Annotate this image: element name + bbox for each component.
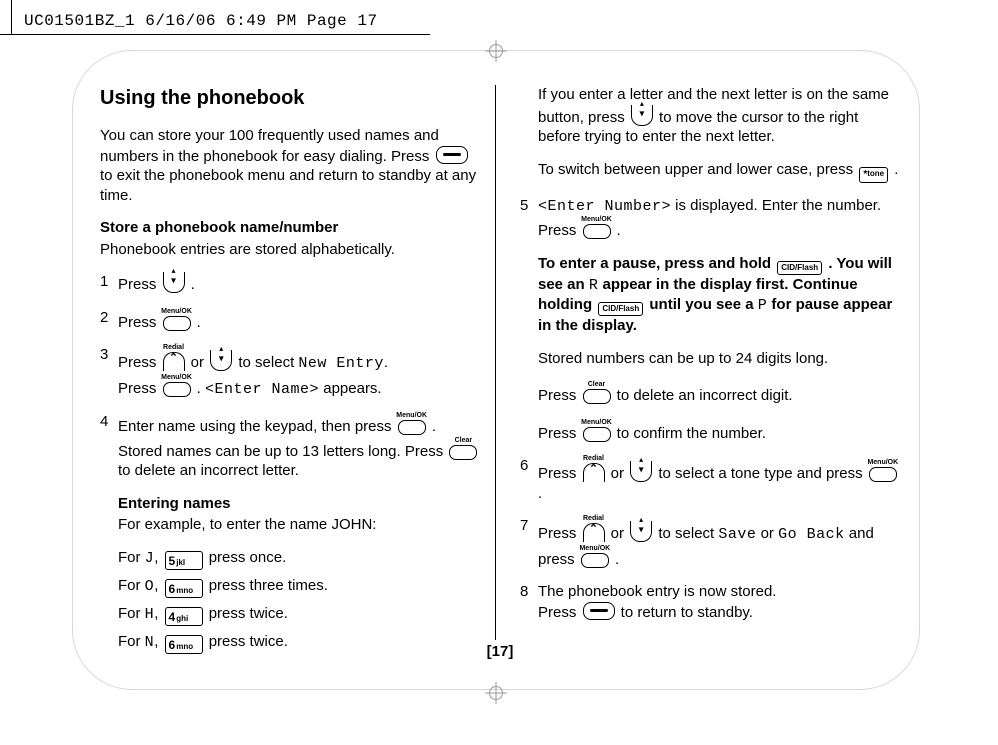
phone-key-icon bbox=[436, 146, 468, 164]
redial-key-icon: Redial bbox=[583, 516, 605, 542]
phone-key-icon bbox=[583, 602, 615, 620]
same-button-paragraph: If you enter a letter and the next lette… bbox=[538, 85, 900, 147]
intro-a: You can store your 100 frequently used n… bbox=[100, 127, 439, 165]
enter-name-text: <Enter Name> bbox=[205, 381, 319, 398]
menu-ok-key-icon: Menu/OK bbox=[163, 374, 191, 397]
save-text: Save bbox=[718, 526, 756, 543]
example-N: For N, 6mno press twice. bbox=[118, 632, 480, 654]
down-key-icon bbox=[630, 521, 652, 542]
left-column: Using the phonebook You can store your 1… bbox=[100, 85, 495, 640]
step-number: 7 bbox=[520, 516, 538, 569]
step-7: 7 Press Redial or to select Save or Go B… bbox=[520, 516, 900, 569]
step-number: 6 bbox=[520, 456, 538, 503]
crop-mark-top bbox=[0, 34, 430, 35]
s1-a: Press bbox=[118, 276, 161, 293]
step-4: 4 Enter name using the keypad, then pres… bbox=[100, 412, 480, 481]
cid-flash-key-icon: CID/Flash bbox=[598, 302, 643, 316]
step-3: 3 Press Redial or to select New Entry. P… bbox=[100, 345, 480, 399]
menu-ok-key-icon: Menu/OK bbox=[581, 545, 609, 568]
crop-header: UC01501BZ_1 6/16/06 6:49 PM Page 17 bbox=[24, 12, 378, 30]
example-H: For H, 4ghi press twice. bbox=[118, 604, 480, 626]
entering-heading: Entering names bbox=[118, 495, 231, 512]
registration-mark-top bbox=[485, 40, 507, 62]
down-key-icon bbox=[163, 272, 185, 293]
registration-mark-bottom bbox=[485, 682, 507, 704]
keypad-5-icon: 5jkl bbox=[165, 551, 203, 570]
cid-flash-key-icon: CID/Flash bbox=[777, 261, 822, 275]
entering-example: For example, to enter the name JOHN: bbox=[118, 515, 480, 535]
down-key-icon bbox=[630, 461, 652, 482]
crop-mark-left bbox=[11, 0, 12, 34]
step-number: 1 bbox=[100, 272, 118, 295]
confirm-number: Press Menu/OK to confirm the number. bbox=[538, 419, 900, 444]
step-6: 6 Press Redial or to select a tone type … bbox=[520, 456, 900, 503]
menu-ok-key-icon: Menu/OK bbox=[583, 419, 611, 442]
redial-key-icon: Redial bbox=[163, 345, 185, 371]
example-O: For O, 6mno press three times. bbox=[118, 576, 480, 598]
intro-b: to exit the phonebook menu and return to… bbox=[100, 167, 476, 204]
step-number: 3 bbox=[100, 345, 118, 399]
step-number: 4 bbox=[100, 412, 118, 481]
entering-names-block: Entering names For example, to enter the… bbox=[118, 494, 480, 654]
keypad-6-icon: 6mno bbox=[165, 635, 203, 654]
enter-number-text: <Enter Number> bbox=[538, 198, 671, 215]
step-number: 5 bbox=[520, 196, 538, 241]
redial-key-icon: Redial bbox=[583, 456, 605, 482]
down-key-icon bbox=[210, 350, 232, 371]
step-1: 1 Press . bbox=[100, 272, 480, 295]
clear-key-icon: Clear bbox=[449, 437, 477, 460]
menu-ok-key-icon: Menu/OK bbox=[163, 308, 191, 331]
right-column: If you enter a letter and the next lette… bbox=[496, 85, 900, 640]
step-number: 2 bbox=[100, 308, 118, 333]
store-sub: Phonebook entries are stored alphabetica… bbox=[100, 240, 480, 260]
menu-ok-key-icon: Menu/OK bbox=[398, 412, 426, 435]
down-key-icon bbox=[631, 105, 653, 126]
step-2: 2 Press Menu/OK . bbox=[100, 308, 480, 333]
clear-key-icon: Clear bbox=[583, 381, 611, 404]
step-8: 8 The phonebook entry is now stored. Pre… bbox=[520, 582, 900, 622]
intro-paragraph: You can store your 100 frequently used n… bbox=[100, 126, 480, 205]
step-5: 5 <Enter Number> is displayed. Enter the… bbox=[520, 196, 900, 241]
keypad-6-icon: 6mno bbox=[165, 579, 203, 598]
menu-ok-key-icon: Menu/OK bbox=[583, 216, 611, 239]
stored-24: Stored numbers can be up to 24 digits lo… bbox=[538, 349, 900, 369]
s2-a: Press bbox=[118, 314, 161, 331]
new-entry-text: New Entry bbox=[298, 355, 384, 372]
pause-paragraph: To enter a pause, press and hold CID/Fla… bbox=[538, 254, 900, 336]
go-back-text: Go Back bbox=[778, 526, 845, 543]
star-tone-key-icon: *tone bbox=[859, 167, 888, 183]
example-J: For J, 5jkl press once. bbox=[118, 548, 480, 570]
store-heading: Store a phonebook name/number bbox=[100, 218, 480, 238]
delete-digit: Press Clear to delete an incorrect digit… bbox=[538, 381, 900, 406]
section-title: Using the phonebook bbox=[100, 85, 480, 111]
case-paragraph: To switch between upper and lower case, … bbox=[538, 160, 900, 183]
step-number: 8 bbox=[520, 582, 538, 622]
keypad-4-icon: 4ghi bbox=[165, 607, 203, 626]
page-content: Using the phonebook You can store your 1… bbox=[100, 85, 900, 665]
menu-ok-key-icon: Menu/OK bbox=[869, 459, 897, 482]
